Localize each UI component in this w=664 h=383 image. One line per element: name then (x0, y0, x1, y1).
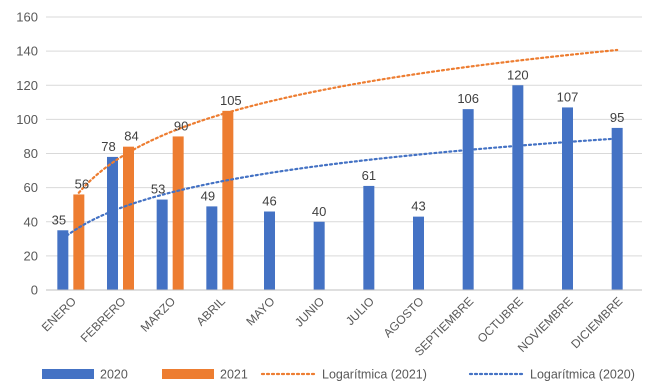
x-tick-label-enero: ENERO (39, 294, 79, 334)
data-label-2020-junio: 40 (312, 204, 326, 219)
bar-2020-julio (363, 186, 374, 290)
legend-label-3: Logarítmica (2020) (530, 368, 635, 382)
y-tick-label: 60 (24, 180, 38, 195)
x-tick-label-abril: ABRIL (194, 294, 229, 329)
y-tick-label: 100 (16, 112, 38, 127)
y-tick-label: 20 (24, 248, 38, 263)
x-tick-label-junio: JUNIO (292, 294, 327, 329)
bar-2020-noviembre (562, 107, 573, 290)
y-tick-label: 0 (31, 283, 38, 298)
x-tick-label-agosto: AGOSTO (381, 294, 427, 340)
bar-2020-mayo (264, 212, 275, 290)
trendline-2021 (79, 50, 617, 193)
data-label-2020-julio: 61 (362, 168, 376, 183)
y-tick-label: 120 (16, 78, 38, 93)
data-label-2020-febrero: 78 (101, 139, 115, 154)
data-label-2020-septiembre: 106 (457, 91, 479, 106)
legend-swatch-0 (42, 369, 94, 379)
x-tick-label-diciembre: DICIEMBRE (568, 294, 625, 351)
x-tick-label-marzo: MARZO (138, 294, 179, 335)
bar-2021-febrero (123, 147, 134, 290)
data-label-2021-marzo: 90 (174, 118, 188, 133)
data-label-2020-diciembre: 95 (610, 110, 624, 125)
data-label-2021-enero: 56 (75, 176, 89, 191)
bar-2020-marzo (157, 200, 168, 290)
data-label-2020-marzo: 53 (151, 182, 165, 197)
y-tick-label: 80 (24, 146, 38, 161)
y-tick-label: 160 (16, 10, 38, 25)
x-tick-label-febrero: FEBRERO (78, 294, 129, 345)
bar-2020-octubre (512, 85, 523, 290)
bar-2020-septiembre (463, 109, 474, 290)
data-label-2020-noviembre: 107 (557, 89, 579, 104)
data-label-2020-abril: 49 (201, 188, 215, 203)
bar-2020-diciembre (612, 128, 623, 290)
bar-2020-junio (314, 222, 325, 290)
data-label-2020-enero: 35 (52, 212, 66, 227)
x-tick-label-octubre: OCTUBRE (475, 294, 526, 345)
bar-2021-enero (73, 194, 84, 290)
trendlines (63, 50, 617, 239)
bar-2020-agosto (413, 217, 424, 290)
y-axis: 0 20 40 60 80 100 120 140 160 (16, 10, 38, 298)
bar-2020-febrero (107, 157, 118, 290)
bar-2021-abril (222, 111, 233, 290)
data-label-2020-agosto: 43 (411, 199, 425, 214)
bar-2021-marzo (173, 136, 184, 290)
bar-2020-abril (206, 206, 217, 290)
data-label-2020-octubre: 120 (507, 67, 529, 82)
legend-label-0: 2020 (100, 368, 128, 382)
x-tick-label-julio: JULIO (343, 294, 377, 328)
y-tick-label: 40 (24, 214, 38, 229)
legend-label-1: 2021 (220, 368, 248, 382)
x-tick-label-mayo: MAYO (243, 294, 277, 328)
gridlines (46, 17, 642, 290)
data-label-2020-mayo: 46 (262, 194, 276, 209)
y-tick-label: 140 (16, 44, 38, 59)
legend-swatch-1 (162, 369, 214, 379)
data-label-2021-febrero: 84 (124, 129, 138, 144)
data-label-2021-abril: 105 (220, 93, 242, 108)
legend-label-2: Logarítmica (2021) (322, 368, 427, 382)
legend: 2020 2021 Logarítmica (2021) Logarítmica (2… (42, 368, 635, 382)
